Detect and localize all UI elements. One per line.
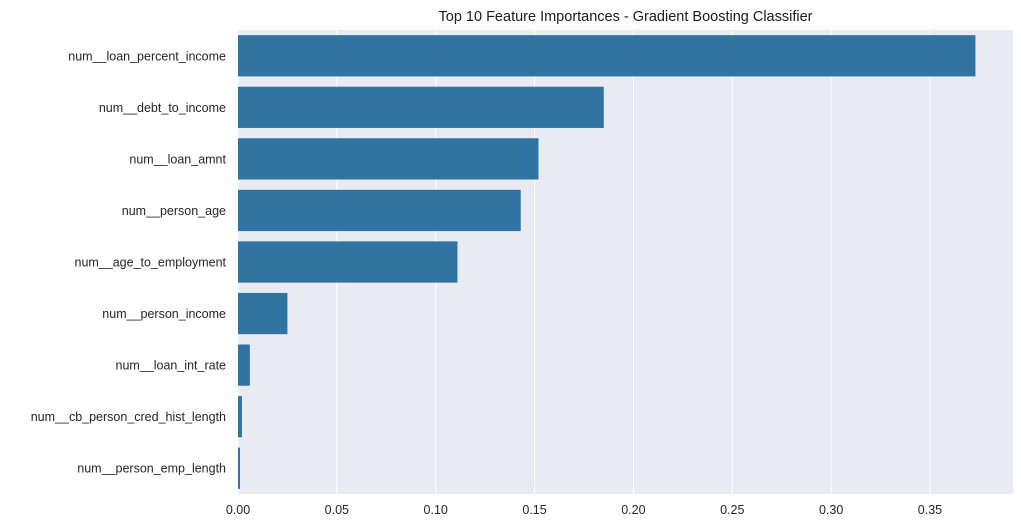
bars bbox=[238, 35, 976, 489]
bar bbox=[238, 447, 240, 489]
x-tick-label: 0.25 bbox=[720, 503, 744, 517]
y-tick-label: num__loan_percent_income bbox=[68, 49, 226, 63]
y-tick-label: num__cb_person_cred_hist_length bbox=[31, 410, 226, 424]
y-tick-labels: num__loan_percent_income num__debt_to_inc… bbox=[31, 49, 227, 475]
y-tick-label: num__loan_amnt bbox=[129, 152, 226, 166]
x-tick-label: 0.30 bbox=[819, 503, 843, 517]
y-tick-label: num__person_age bbox=[122, 204, 226, 218]
x-tick-label: 0.15 bbox=[522, 503, 546, 517]
y-tick-label: num__debt_to_income bbox=[99, 101, 226, 115]
bar bbox=[238, 138, 539, 180]
bar bbox=[238, 241, 458, 283]
y-tick-label: num__person_income bbox=[102, 307, 226, 321]
y-tick-label: num__person_emp_length bbox=[77, 462, 226, 476]
bar bbox=[238, 35, 976, 77]
bar bbox=[238, 292, 288, 335]
x-tick-label: 0.00 bbox=[226, 503, 250, 517]
x-tick-labels: 0.00 0.05 0.10 0.15 0.20 0.25 0.30 0.35 bbox=[226, 503, 942, 517]
bar bbox=[238, 86, 604, 128]
x-tick-label: 0.10 bbox=[424, 503, 448, 517]
bar bbox=[238, 189, 521, 232]
x-tick-label: 0.35 bbox=[918, 503, 942, 517]
bar bbox=[238, 396, 242, 438]
bar bbox=[238, 344, 250, 386]
y-tick-label: num__age_to_employment bbox=[75, 256, 227, 270]
y-tick-label: num__loan_int_rate bbox=[116, 359, 227, 373]
x-tick-label: 0.05 bbox=[325, 503, 349, 517]
x-tick-label: 0.20 bbox=[621, 503, 645, 517]
chart-title: Top 10 Feature Importances - Gradient Bo… bbox=[438, 9, 813, 25]
